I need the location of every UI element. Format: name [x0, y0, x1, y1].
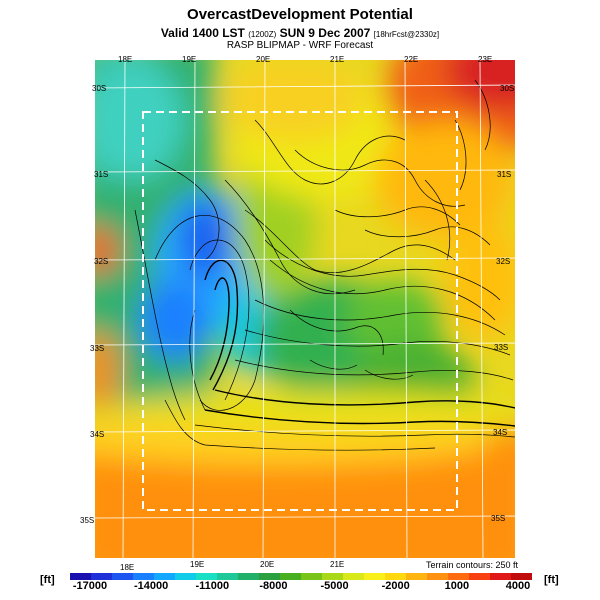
map-title: OvercastDevelopment Potential — [187, 6, 413, 23]
legend-tick-label: -11000 — [195, 580, 230, 592]
lon-label-top: 23E — [478, 55, 493, 64]
forecast-map — [95, 60, 515, 558]
lon-label-bottom: 18E — [120, 563, 135, 572]
legend-unit-left: [ft] — [40, 574, 55, 586]
lat-label-right: 34S — [493, 428, 508, 437]
inner-domain-box — [142, 111, 458, 511]
legend-color-cell — [259, 573, 280, 580]
lat-label-right: 30S — [500, 84, 515, 93]
lat-label-right: 31S — [497, 170, 512, 179]
source-label: RASP BLIPMAP - WRF Forecast — [226, 40, 374, 51]
legend-color-cell — [448, 573, 469, 580]
lat-label-left: 32S — [94, 257, 109, 266]
legend-color-cell — [133, 573, 154, 580]
valid-main: Valid 1400 LST — [160, 26, 245, 40]
legend-tick-label: -17000 — [72, 580, 108, 592]
legend-color-cell — [238, 573, 259, 580]
legend-tick-label: 1000 — [444, 580, 470, 592]
legend-tick-label: -14000 — [134, 580, 169, 592]
legend-color-cell — [511, 573, 532, 580]
lat-label-left: 33S — [90, 344, 105, 353]
legend-tick-label: -2000 — [381, 580, 410, 592]
legend-color-cell — [343, 573, 364, 580]
lat-label-right: 32S — [496, 257, 511, 266]
lat-label-left: 34S — [90, 430, 105, 439]
lon-label-top: 18E — [118, 55, 133, 64]
legend-color-cell — [301, 573, 322, 580]
forecast-hour: [18hrFcst@2330z] — [373, 30, 440, 39]
legend-color-cell — [217, 573, 238, 580]
legend-color-cell — [322, 573, 343, 580]
legend-tick-label: 4000 — [505, 580, 531, 592]
legend-color-cell — [469, 573, 490, 580]
lat-label-right: 35S — [491, 514, 506, 523]
lon-label-top: 21E — [330, 55, 345, 64]
legend-tick-label: -8000 — [259, 580, 288, 592]
legend-color-cell — [427, 573, 448, 580]
legend-unit-right: [ft] — [544, 574, 559, 586]
legend-color-cell — [154, 573, 175, 580]
valid-utc: (1200Z) — [248, 30, 277, 39]
lon-label-top: 19E — [182, 55, 197, 64]
legend-color-cell — [112, 573, 133, 580]
lat-label-left: 35S — [80, 516, 95, 525]
lon-label-top: 20E — [256, 55, 271, 64]
legend-color-cell — [406, 573, 427, 580]
legend-color-cell — [196, 573, 217, 580]
terrain-contour-note: Terrain contours: 250 ft — [425, 560, 518, 570]
legend-color-cell — [385, 573, 406, 580]
legend-color-cell — [175, 573, 196, 580]
lat-label-right: 33S — [494, 343, 509, 352]
lat-label-left: 31S — [94, 170, 109, 179]
valid-time: Valid 1400 LST (1200Z) SUN 9 Dec 2007 [1… — [0, 26, 600, 40]
valid-date: SUN 9 Dec 2007 — [279, 26, 371, 40]
lat-label-left: 30S — [92, 84, 107, 93]
lat-lon-grid — [95, 60, 515, 558]
legend-color-cell — [280, 573, 301, 580]
legend-color-cell — [364, 573, 385, 580]
legend-color-cell — [490, 573, 511, 580]
lon-label-bottom: 19E — [190, 560, 205, 569]
lon-label-top: 22E — [404, 55, 419, 64]
lon-label-bottom: 21E — [330, 560, 345, 569]
color-field — [95, 60, 515, 558]
color-legend — [70, 573, 532, 580]
legend-tick-label: -5000 — [320, 580, 349, 592]
legend-color-cell — [70, 573, 91, 580]
legend-color-cell — [91, 573, 112, 580]
lon-label-bottom: 20E — [260, 560, 275, 569]
